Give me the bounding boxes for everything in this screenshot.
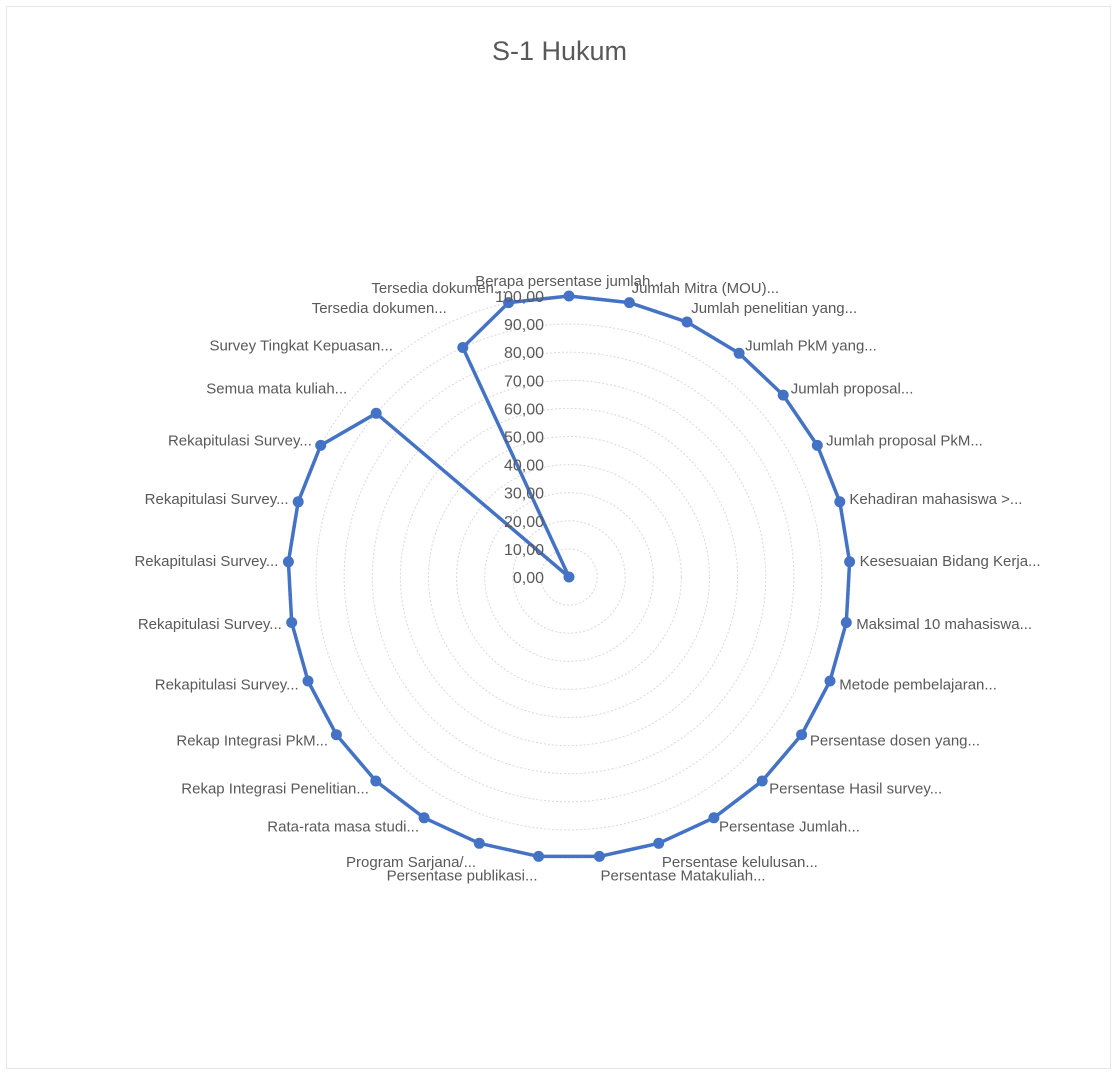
category-label: Maksimal 10 mahasiswa...: [856, 616, 1032, 633]
data-point: [653, 837, 665, 849]
data-point: [533, 850, 545, 862]
category-label: Kehadiran mahasiswa >...: [849, 491, 1022, 508]
data-point: [370, 775, 382, 787]
data-point: [503, 297, 515, 309]
grid-ring: [343, 351, 795, 803]
category-label: Rekapitulasi Survey...: [168, 433, 312, 450]
category-label: Rekapitulasi Survey...: [138, 616, 282, 633]
category-label: Jumlah penelitian yang...: [691, 300, 857, 317]
data-point: [844, 556, 856, 568]
grid-ring: [512, 520, 626, 634]
tick-label: 0,00: [513, 570, 544, 587]
data-point: [708, 812, 720, 824]
radial-axis-ticks: 0,00 10,00 20,00 30,00 40,00 50,00 60,00 70,00 8…: [495, 289, 544, 587]
series-line: [286, 294, 852, 859]
category-label: Berapa persentase jumlah...: [475, 273, 663, 290]
grid-ring: [399, 407, 739, 747]
tick-label: 50,00: [504, 430, 544, 447]
tick-label: 100,00: [495, 289, 544, 306]
category-label: Persentase Jumlah...: [719, 818, 860, 835]
data-point: [418, 812, 430, 824]
data-point: [473, 837, 485, 849]
category-label: Tersedia dokumen...: [312, 300, 447, 317]
data-point: [811, 439, 823, 451]
category-label: Jumlah Mitra (MOU)...: [632, 280, 780, 297]
data-point: [824, 675, 836, 687]
category-label: Metode pembelajaran...: [839, 677, 997, 694]
category-label: Jumlah PkM yang...: [745, 337, 877, 354]
tick-label: 90,00: [504, 317, 544, 334]
category-label: Persentase dosen yang...: [810, 732, 980, 749]
category-label: Survey Tingkat Kepuasan...: [209, 337, 392, 354]
data-point: [840, 617, 852, 628]
data-point: [292, 496, 304, 508]
grid-ring: [371, 379, 767, 775]
data-point: [777, 389, 789, 401]
grid-ring: [484, 492, 654, 662]
chart-frame: [6, 6, 1111, 1069]
category-label: Program Sarjana/...: [346, 854, 476, 871]
category-label: Rekapitulasi Survey...: [145, 491, 289, 508]
tick-label: 30,00: [504, 486, 544, 503]
data-point: [302, 675, 314, 687]
category-label: Rekap Integrasi Penelitian...: [181, 780, 369, 797]
category-label: Kesesuaian Bidang Kerja...: [860, 553, 1041, 570]
category-label: Persentase Matakuliah...: [601, 867, 766, 884]
data-point: [563, 290, 575, 302]
chart-title: S-1 Hukum: [491, 36, 628, 66]
category-label: Rekapitulasi Survey...: [134, 553, 278, 570]
category-label: Tersedia dokumen...: [371, 280, 506, 297]
category-label: Rekapitulasi Survey...: [155, 677, 299, 694]
category-label: Rekap Integrasi PkM...: [176, 732, 328, 749]
data-point: [681, 316, 693, 328]
category-label: Persentase kelulusan...: [662, 854, 818, 871]
data-point: [834, 496, 846, 508]
category-label: Rata-rata masa studi...: [267, 818, 419, 835]
tick-label: 70,00: [504, 373, 544, 390]
data-point: [593, 850, 605, 862]
category-label: Semua mata kuliah...: [206, 381, 347, 398]
category-label: Jumlah proposal...: [791, 381, 914, 398]
category-label: Persentase publikasi...: [387, 867, 538, 884]
tick-label: 20,00: [504, 514, 544, 531]
grid-ring: [428, 436, 710, 718]
grid-ring: [540, 548, 598, 606]
data-point: [370, 407, 382, 419]
tick-label: 60,00: [504, 401, 544, 418]
grid-ring: [456, 464, 682, 690]
data-point: [756, 775, 768, 787]
data-point: [282, 556, 294, 568]
tick-label: 40,00: [504, 458, 544, 475]
data-point: [733, 347, 745, 359]
category-label: Persentase Hasil survey...: [769, 780, 942, 797]
tick-label: 80,00: [504, 345, 544, 362]
data-point: [457, 342, 469, 353]
grid-ring: [315, 323, 823, 831]
data-point: [315, 439, 327, 451]
data-point: [623, 297, 635, 309]
tick-label: 10,00: [504, 542, 544, 559]
data-point: [286, 617, 298, 628]
category-labels: Berapa persentase jumlah...Jumlah Mitra …: [134, 273, 1040, 884]
category-label: Jumlah proposal PkM...: [826, 433, 983, 450]
radar-series: [282, 290, 856, 862]
data-point: [563, 571, 575, 583]
data-point: [330, 729, 342, 741]
data-point: [796, 729, 808, 741]
